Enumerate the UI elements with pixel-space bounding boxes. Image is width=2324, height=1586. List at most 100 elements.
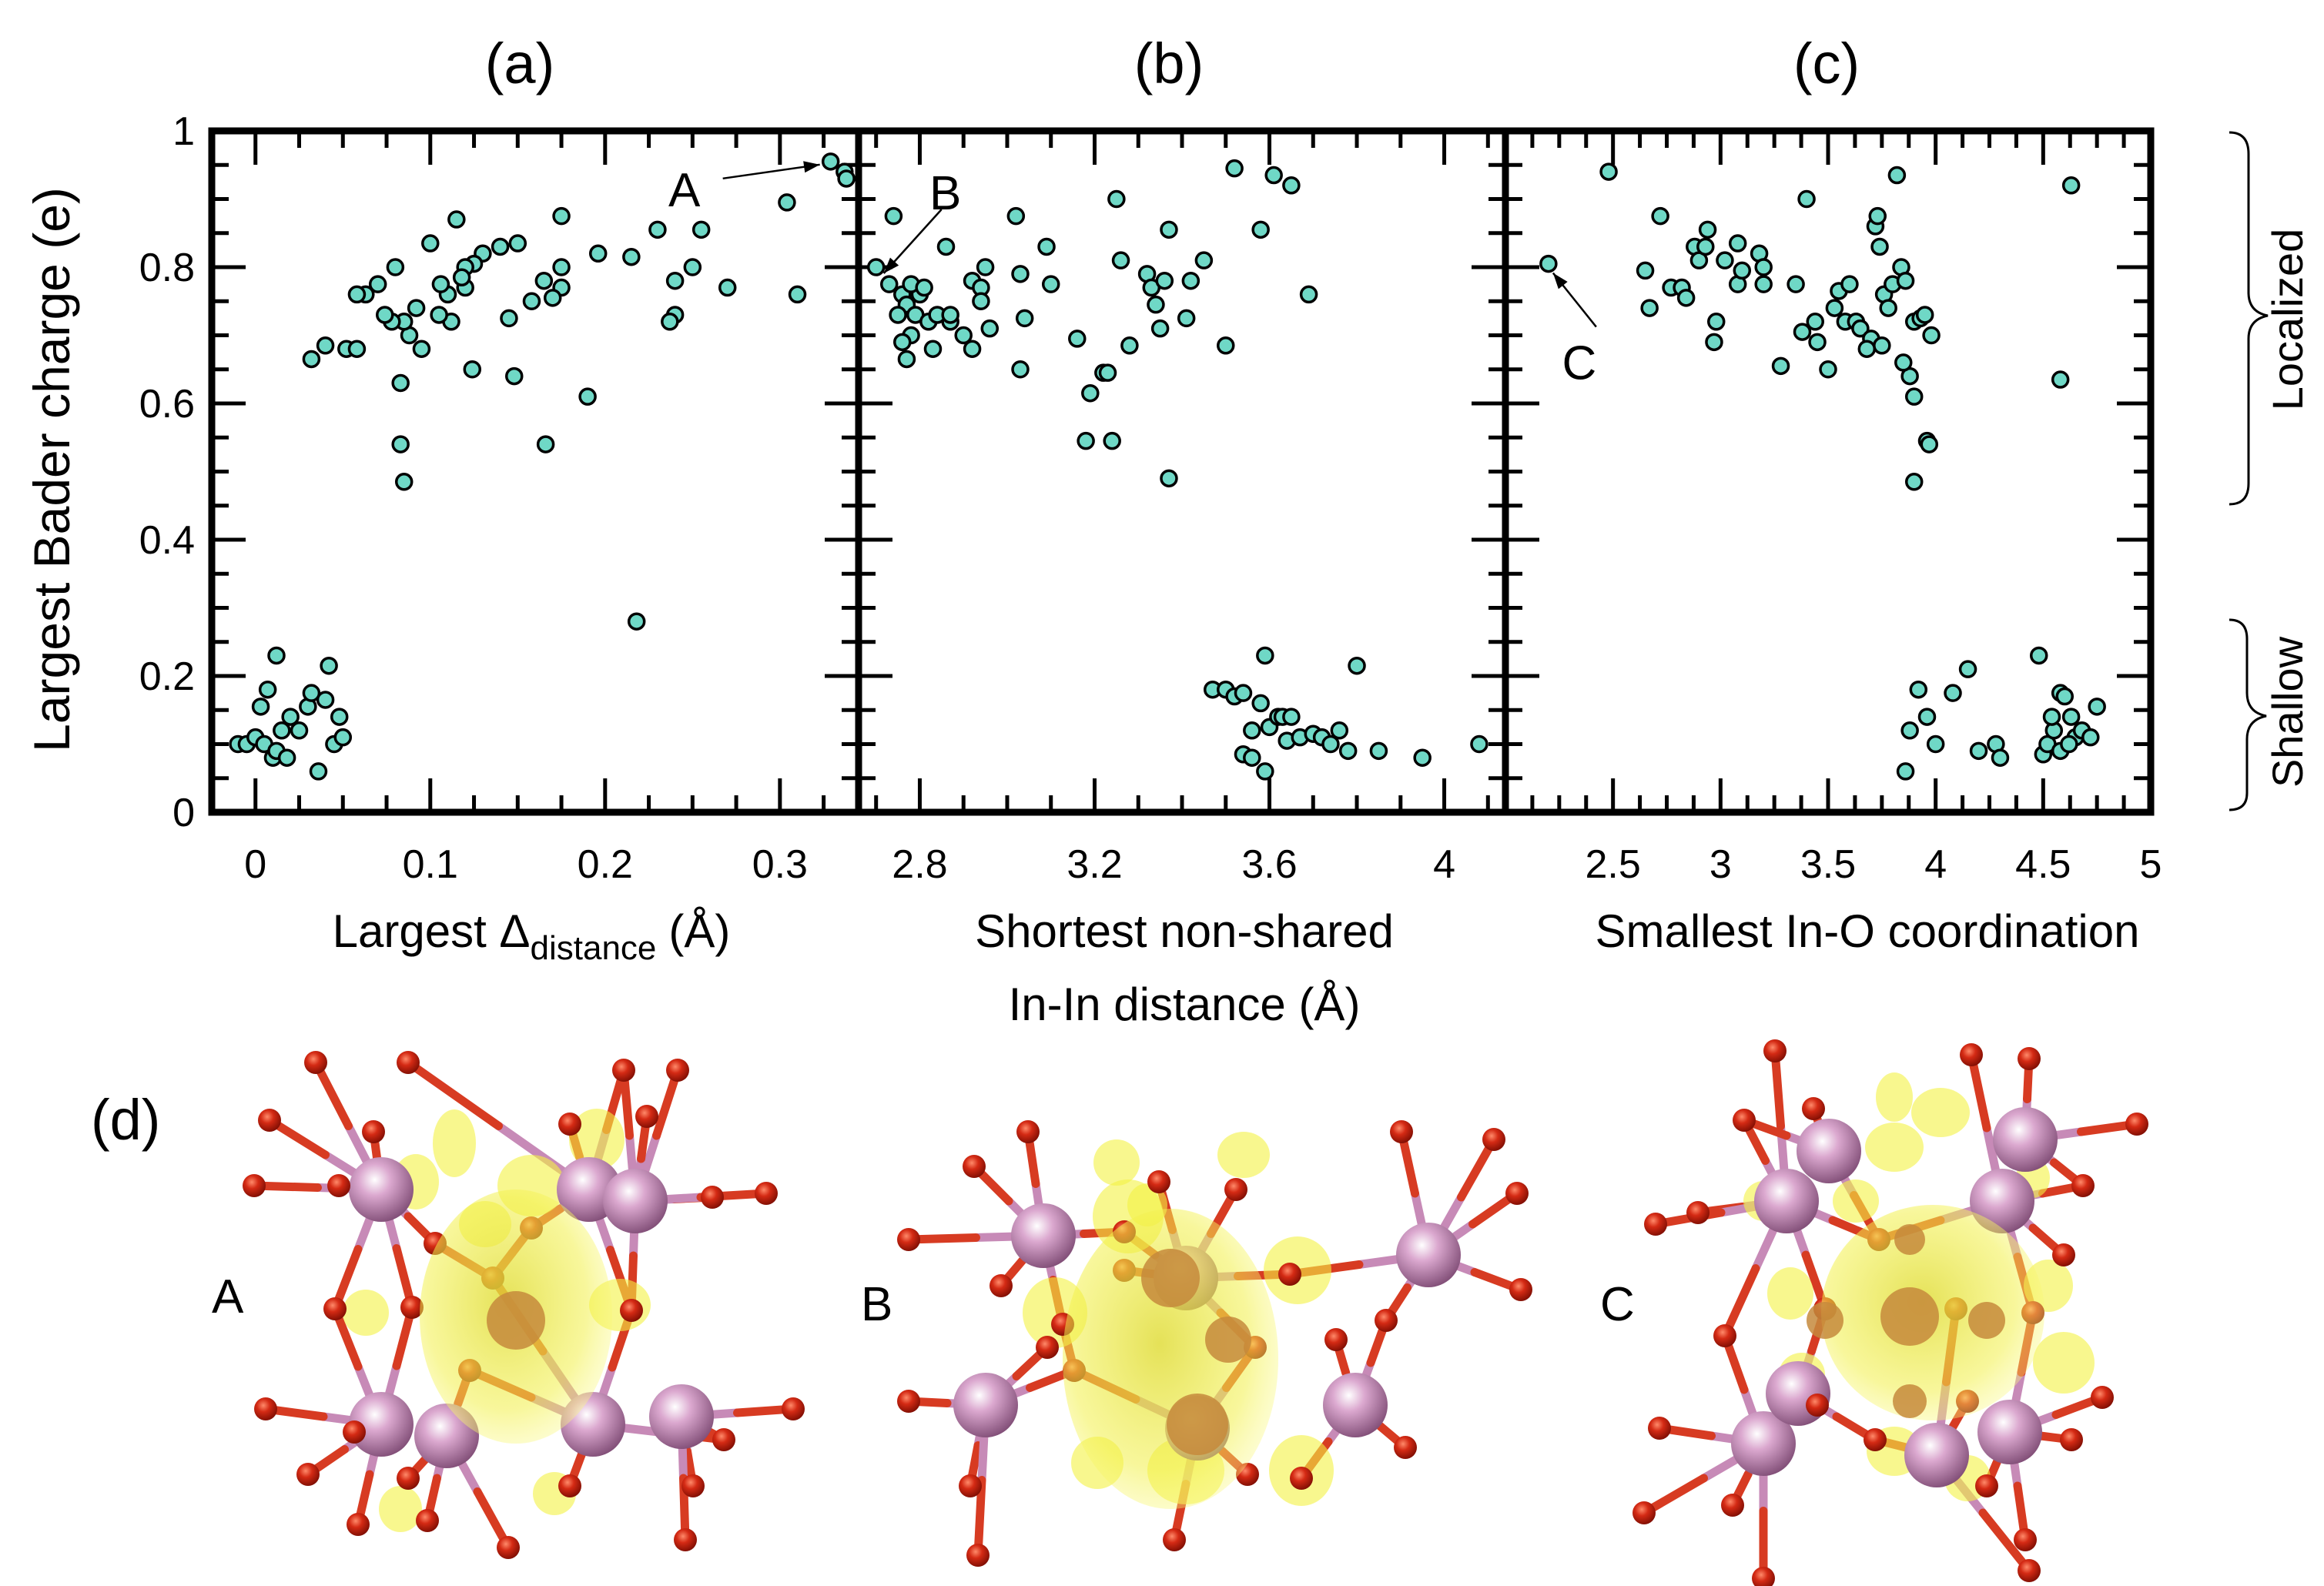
annotation-arrowhead	[1552, 273, 1568, 289]
annotation-arrow	[722, 163, 820, 180]
data-point	[1282, 176, 1301, 195]
data-point	[1840, 275, 1859, 293]
oxygen-atom	[1763, 1039, 1787, 1062]
data-point	[1868, 206, 1887, 226]
data-point	[258, 680, 277, 699]
data-point	[1282, 708, 1301, 726]
x-tick-label: 3.6	[1241, 842, 1297, 887]
x-tick-label: 4.5	[2015, 842, 2071, 887]
data-point	[1107, 189, 1126, 209]
data-point	[1651, 206, 1669, 226]
oxygen-atom	[897, 1228, 920, 1251]
isosurface-lobe	[1767, 1267, 1813, 1320]
panel-label-b: (b)	[1134, 32, 1204, 95]
data-point	[1969, 741, 1988, 761]
isosurface-lobe	[433, 1109, 476, 1177]
data-point	[2061, 176, 2081, 195]
data-point	[954, 326, 973, 345]
y-tick-label: 0	[172, 791, 195, 835]
data-point	[1771, 356, 1790, 376]
isosurface-lobe	[1911, 1088, 1970, 1137]
oxygen-atom	[959, 1474, 982, 1497]
plot-frame	[1502, 127, 2155, 816]
indium-atom	[1977, 1400, 2042, 1464]
oxygen-atom	[1644, 1213, 1667, 1236]
data-point	[1217, 336, 1235, 355]
oxygen-atom	[1632, 1501, 1656, 1524]
data-point	[1160, 469, 1178, 488]
structure-label-c: C	[1600, 1278, 1635, 1331]
data-point	[376, 306, 394, 324]
structure-label-a: A	[212, 1270, 244, 1323]
x-axis-title-a: Largest Δdistance (Å)	[333, 905, 731, 967]
data-point	[1922, 326, 1941, 345]
oxygen-atom	[2125, 1113, 2148, 1136]
data-point	[2060, 734, 2078, 754]
oxygen-atom	[1648, 1417, 1671, 1440]
oxygen-atom	[1505, 1182, 1529, 1205]
oxygen-atom	[666, 1059, 689, 1082]
oxygen-atom	[327, 1174, 350, 1197]
oxygen-atom	[674, 1528, 697, 1551]
data-point	[915, 278, 933, 297]
data-point	[1150, 319, 1170, 338]
data-point	[1806, 313, 1824, 331]
isosurface-lobe	[379, 1486, 422, 1532]
data-point	[1599, 162, 1618, 181]
x-axis-title-b-line1: Shortest non-shared	[975, 905, 1394, 957]
indium-atom	[1797, 1119, 1861, 1183]
data-point	[347, 285, 367, 304]
data-point	[1181, 271, 1201, 290]
data-point	[491, 237, 510, 256]
data-point	[1926, 734, 1945, 754]
oxygen-atom	[2018, 1559, 2041, 1582]
data-point	[1225, 159, 1244, 178]
x-tick-label: 3	[1710, 842, 1732, 887]
x-tick-label: 2.8	[892, 842, 947, 887]
x-tick-label: 0.1	[403, 842, 458, 887]
data-point	[1873, 336, 1891, 355]
data-point	[1808, 333, 1827, 352]
data-point	[893, 333, 912, 352]
data-point	[1413, 748, 1432, 767]
data-point	[277, 748, 296, 767]
data-point	[290, 721, 309, 740]
data-point	[1037, 237, 1056, 256]
x-axis-title-a-main: Largest Δ	[333, 905, 531, 957]
structure-a	[243, 1051, 805, 1559]
indium-atom	[953, 1373, 1018, 1437]
oxygen-atom	[1864, 1428, 1887, 1451]
annotation-arrowhead	[803, 161, 820, 173]
x-tick-label: 0.3	[752, 842, 808, 887]
encapsulated-atom	[1880, 1287, 1939, 1346]
indium-atom	[1766, 1361, 1830, 1426]
data-point	[267, 646, 286, 665]
oxygen-atom	[966, 1544, 990, 1567]
oxygen-atom	[755, 1182, 778, 1205]
oxygen-atom	[782, 1397, 805, 1420]
encapsulated-atom	[1807, 1302, 1843, 1339]
data-point	[500, 309, 518, 328]
data-point	[302, 350, 321, 369]
oxygen-atom	[304, 1051, 327, 1074]
data-point	[1041, 275, 1060, 293]
data-point	[281, 708, 300, 726]
x-axis-title-a-unit: (Å)	[668, 905, 730, 957]
data-point	[1177, 309, 1196, 328]
data-point	[394, 473, 414, 491]
data-point	[1728, 234, 1747, 253]
y-axis-title: Largest Bader charge (e)	[23, 187, 80, 752]
data-point	[505, 366, 524, 386]
data-point	[421, 234, 440, 253]
bond	[1967, 1050, 1991, 1133]
data-point	[1698, 220, 1717, 239]
data-point	[1754, 258, 1773, 276]
data-point	[1369, 741, 1388, 761]
data-point	[552, 258, 571, 276]
y-tick-label: 0.2	[139, 654, 195, 699]
oxygen-atom	[343, 1420, 366, 1444]
data-point	[1234, 684, 1253, 702]
x-tick-label: 3.5	[1800, 842, 1856, 887]
encapsulated-atom	[487, 1291, 545, 1350]
